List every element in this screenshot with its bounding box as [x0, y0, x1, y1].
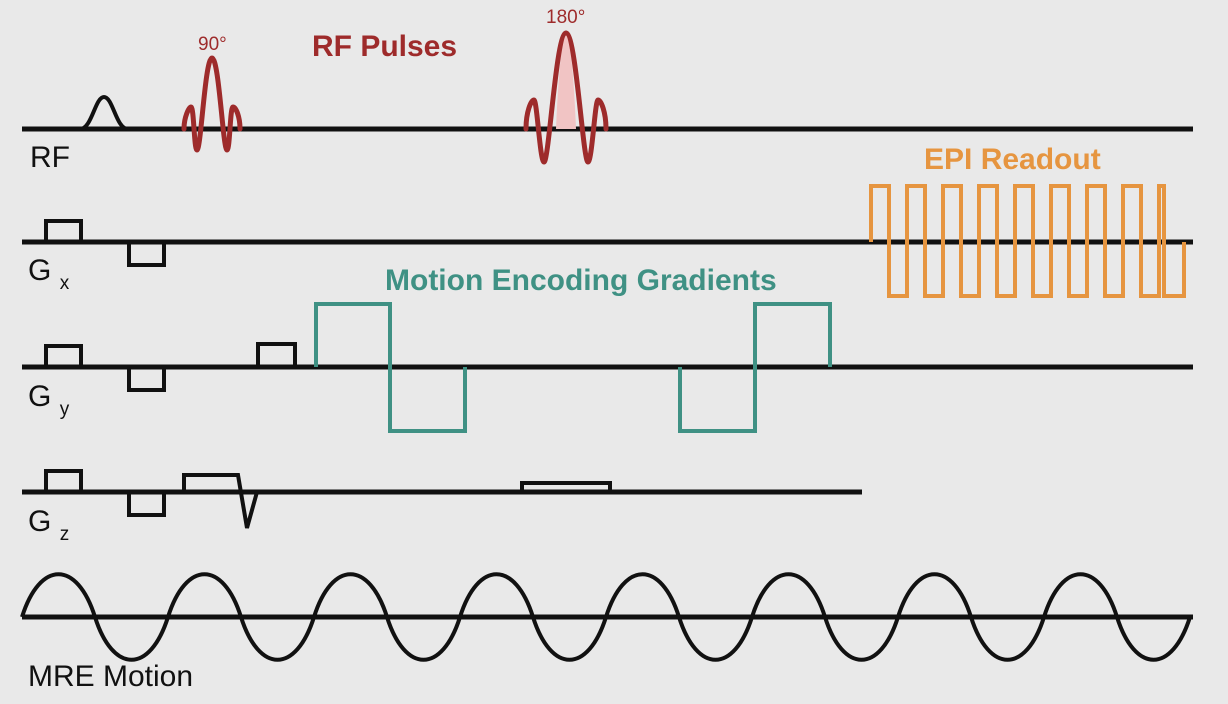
gz-channel-label: G z: [28, 505, 69, 545]
gz-crusher-lobe: [520, 481, 612, 492]
gx-channel-label: G x: [28, 254, 70, 294]
gy-negative-lobe: [127, 367, 166, 392]
gz-negative-lobe: [127, 492, 166, 517]
mre-motion-sine-wave: [20, 572, 1192, 662]
rf-90-pulse: [181, 55, 243, 153]
motion-encoding-gradient-1: [314, 302, 467, 433]
rf-channel-label: RF: [30, 141, 70, 174]
rf-prep-pulse: [79, 94, 129, 131]
gy-label-base: G: [28, 380, 51, 413]
gx-label-subscript: x: [60, 273, 70, 294]
epi-readout-title: EPI Readout: [924, 143, 1101, 176]
gy-phase-encode-lobe: [256, 342, 297, 367]
gy-positive-lobe: [44, 344, 83, 367]
gx-label-base: G: [28, 254, 51, 287]
gz-label-subscript: z: [60, 524, 70, 545]
mre-motion-label: MRE Motion: [28, 660, 193, 693]
rf-180-pulse: [523, 30, 609, 165]
motion-encoding-title: Motion Encoding Gradients: [385, 264, 777, 297]
gx-positive-lobe: [44, 219, 83, 242]
gy-channel-label: G y: [28, 380, 70, 420]
rf-pulses-title: RF Pulses: [312, 30, 457, 63]
gz-slice-select-lobe: [182, 473, 259, 529]
gy-label-subscript: y: [60, 399, 70, 420]
angle-180-label: 180°: [546, 7, 585, 28]
gx-negative-lobe: [127, 242, 166, 267]
gz-positive-lobe: [44, 469, 83, 492]
rf-180-pulse-fill: [556, 33, 576, 129]
gz-label-base: G: [28, 505, 51, 538]
angle-90-label: 90°: [198, 34, 227, 55]
motion-encoding-gradient-2: [678, 302, 832, 433]
epi-readout-waveform: [869, 184, 1186, 298]
